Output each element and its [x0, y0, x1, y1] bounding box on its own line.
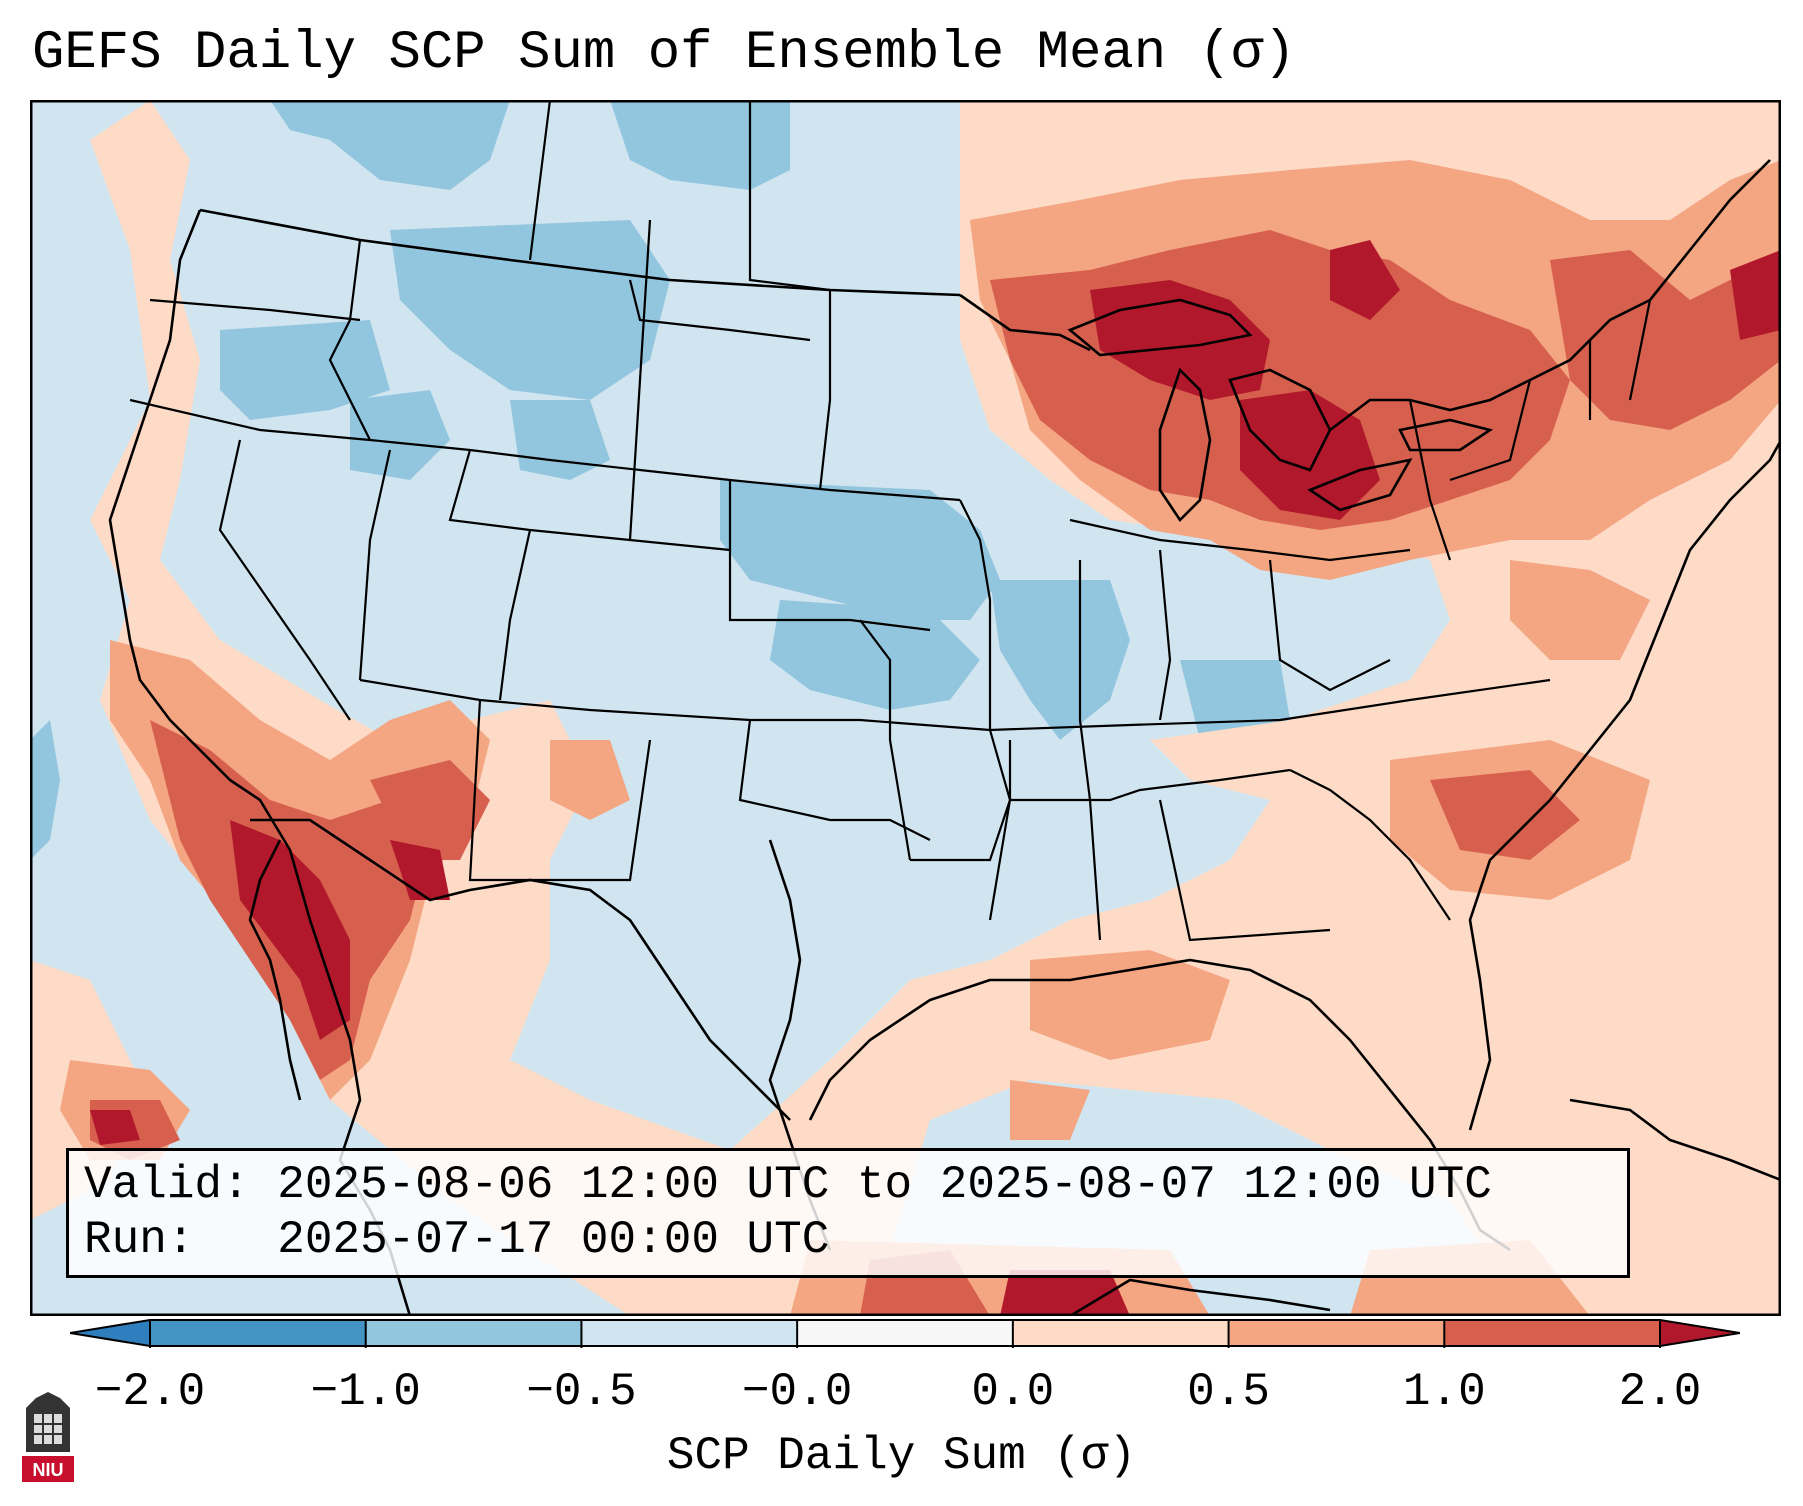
logo-grid-icon: [34, 1414, 62, 1444]
negative-anomaly-areas: [30, 100, 1290, 860]
colorbar-segment: [1444, 1320, 1661, 1346]
colorbar-tick-label: 0.0: [971, 1366, 1055, 1418]
colorbar-outline: [70, 1319, 1740, 1347]
colorbar-tick-label: 2.0: [1618, 1366, 1702, 1418]
page-title: GEFS Daily SCP Sum of Ensemble Mean (σ): [32, 23, 1296, 84]
positive-anomaly-areas-extreme: [90, 240, 1781, 1316]
colorbar-tick-label: −2.0: [94, 1366, 206, 1418]
validity-info-box: Valid: 2025-08-06 12:00 UTC to 2025-08-0…: [66, 1148, 1630, 1278]
valid-time-range: 2025-08-06 12:00 UTC to 2025-08-07 12:00…: [277, 1159, 1492, 1211]
great-lakes: [1067, 298, 1494, 523]
state-borders: [129, 100, 1652, 942]
run-time: 2025-07-17 00:00 UTC: [277, 1214, 830, 1266]
niu-logo: NIU: [22, 1392, 74, 1482]
colorbar-extend-low: [70, 1320, 150, 1346]
valid-label: Valid:: [84, 1159, 250, 1211]
colorbar-tick-label: 1.0: [1402, 1366, 1486, 1418]
colorbar-tick-label: −0.0: [741, 1366, 853, 1418]
colorbar-tick-label: −1.0: [310, 1366, 421, 1418]
national-borders: [199, 159, 1771, 1121]
logo-badge: [22, 1456, 74, 1482]
colorbar-segment: [797, 1320, 1014, 1346]
map-frame: [30, 100, 1781, 1316]
colorbar-segment: [1228, 1320, 1445, 1346]
colorbar-segment: [365, 1320, 582, 1346]
logo-text: NIU: [33, 1460, 64, 1480]
colorbar-segment: [1012, 1320, 1230, 1346]
colorbar-tick-label: 0.5: [1187, 1366, 1270, 1418]
colorbar-extend-high: [1660, 1320, 1740, 1346]
run-label: Run:: [84, 1214, 195, 1266]
colorbar-segment: [581, 1320, 798, 1346]
colorbar-label: SCP Daily Sum (σ): [666, 1430, 1137, 1482]
logo-window-icon: [34, 1414, 62, 1444]
scp-map: [30, 100, 1781, 1316]
map-panel: [30, 100, 1781, 1316]
colorbar: [70, 1319, 1740, 1348]
colorbar-segment: [150, 1320, 367, 1346]
colorbar-tick-label: −0.5: [526, 1366, 637, 1418]
